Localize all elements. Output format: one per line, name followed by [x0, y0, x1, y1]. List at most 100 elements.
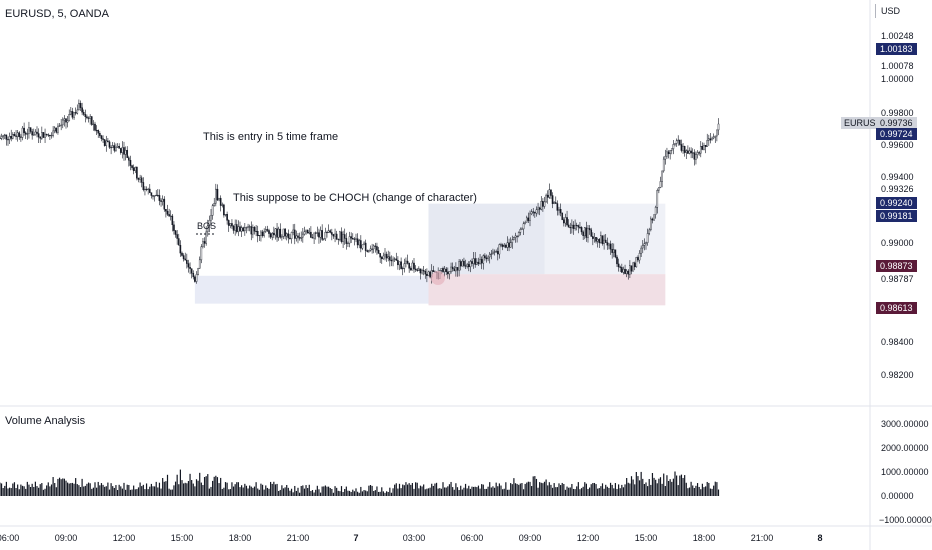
volume-bar	[716, 482, 718, 496]
candle	[97, 129, 100, 138]
currency-label[interactable]: USD	[881, 6, 901, 16]
volume-bar	[176, 474, 178, 496]
candle	[632, 261, 634, 272]
volume-bar	[170, 489, 172, 496]
candle	[646, 228, 649, 246]
volume-bar	[690, 481, 692, 496]
candle	[13, 132, 16, 137]
candle	[371, 243, 373, 254]
time-label: 12:00	[112, 533, 136, 543]
volume-pane-label[interactable]: Volume Analysis	[5, 415, 86, 427]
volume-bar	[706, 481, 708, 496]
candle	[213, 197, 216, 207]
candle	[585, 221, 588, 242]
volume-bar	[508, 489, 510, 496]
volume-bar	[527, 481, 529, 496]
volume-bar	[632, 479, 634, 496]
volume-bar	[545, 479, 547, 496]
volume-bar	[426, 488, 428, 496]
volume-bar	[0, 483, 3, 496]
candle	[596, 237, 599, 248]
volume-bar	[637, 476, 639, 496]
candle	[171, 214, 174, 232]
candle	[622, 266, 625, 275]
candle	[408, 262, 410, 273]
volume-bar	[318, 489, 320, 496]
candle	[364, 239, 367, 257]
candle	[709, 132, 712, 144]
candle	[377, 246, 380, 254]
choch-annotation[interactable]: This suppose to be CHOCH (change of char…	[233, 192, 477, 204]
post-choch-range-zone[interactable]	[544, 203, 666, 275]
volume-bar	[203, 477, 206, 496]
candle	[89, 114, 91, 125]
symbol-title[interactable]: EURUSD, 5, OANDA	[5, 8, 109, 20]
candle	[469, 259, 472, 273]
volume-bar	[345, 486, 347, 496]
volume-bar	[526, 482, 528, 496]
candle	[419, 268, 422, 280]
candle	[356, 233, 359, 249]
volume-bar	[70, 483, 72, 496]
bos-label[interactable]: BOS	[197, 221, 217, 231]
candle	[654, 205, 657, 219]
candle	[147, 187, 149, 195]
volume-bar	[410, 484, 412, 496]
time-label: 09:00	[54, 533, 78, 543]
candle	[583, 227, 586, 240]
candle	[210, 209, 212, 227]
candle	[389, 251, 391, 267]
candle	[688, 147, 691, 155]
candle	[21, 125, 24, 141]
volume-bar	[139, 482, 141, 496]
volume-bar	[307, 488, 309, 496]
candle	[685, 149, 688, 160]
volume-bar	[460, 485, 462, 496]
candle	[276, 222, 278, 242]
volume-bar	[179, 469, 181, 496]
candle	[392, 256, 394, 267]
volume-bar	[656, 483, 658, 496]
candle	[0, 134, 1, 139]
volume-bar	[537, 487, 539, 496]
volume-bar	[129, 489, 132, 496]
candle	[345, 232, 348, 250]
volume-bar	[286, 484, 288, 496]
volume-bar	[435, 482, 438, 496]
candle	[561, 212, 564, 221]
candle	[131, 164, 133, 170]
volume-bar	[279, 489, 281, 496]
candle	[406, 254, 409, 265]
candle	[471, 258, 473, 267]
volume-bar	[50, 484, 53, 496]
volume-bar	[115, 485, 117, 496]
volume-bar	[71, 482, 74, 496]
candle	[484, 253, 486, 261]
candle	[609, 240, 612, 255]
candle	[187, 259, 190, 273]
candle	[558, 206, 560, 216]
choch-range-zone[interactable]	[428, 203, 545, 275]
volume-bar	[366, 491, 368, 496]
volume-bar	[116, 489, 119, 496]
candle	[524, 220, 526, 225]
candle	[675, 138, 678, 147]
volume-bar	[213, 476, 215, 496]
entry-zone[interactable]	[428, 274, 666, 306]
candle	[334, 228, 336, 243]
candle	[202, 237, 204, 249]
bos-demand-zone[interactable]	[194, 275, 429, 304]
volume-bar	[92, 487, 94, 496]
volume-bar	[548, 482, 550, 496]
candle	[629, 260, 631, 278]
candle	[372, 244, 375, 254]
candle	[397, 256, 399, 270]
candle	[360, 235, 362, 253]
volume-bar	[174, 481, 177, 496]
volume-bar	[244, 483, 246, 496]
volume-bar	[584, 482, 586, 496]
volume-bar	[524, 483, 526, 496]
candle	[126, 146, 129, 159]
entry-annotation[interactable]: This is entry in 5 time frame	[203, 131, 339, 143]
